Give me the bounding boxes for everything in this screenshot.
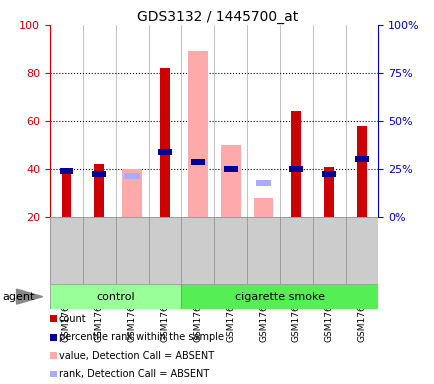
Text: agent: agent bbox=[2, 291, 34, 302]
Bar bbox=[323, 167, 333, 217]
Text: rank, Detection Call = ABSENT: rank, Detection Call = ABSENT bbox=[59, 369, 208, 379]
Bar bbox=[50, 284, 181, 309]
Bar bbox=[253, 198, 273, 217]
Bar bbox=[289, 166, 302, 172]
Text: value, Detection Call = ABSENT: value, Detection Call = ABSENT bbox=[59, 351, 213, 361]
Bar bbox=[322, 171, 335, 177]
Bar bbox=[354, 156, 368, 162]
Bar bbox=[61, 169, 71, 217]
Bar bbox=[181, 284, 378, 309]
Bar bbox=[59, 168, 73, 174]
Text: cigarette smoke: cigarette smoke bbox=[234, 291, 324, 302]
Text: control: control bbox=[96, 291, 135, 302]
Bar bbox=[122, 169, 141, 217]
Polygon shape bbox=[16, 289, 43, 304]
Bar bbox=[223, 166, 237, 172]
Bar bbox=[191, 159, 204, 165]
Bar bbox=[160, 68, 170, 217]
Bar bbox=[124, 173, 140, 179]
Bar bbox=[255, 180, 271, 186]
Bar bbox=[158, 149, 171, 155]
Bar bbox=[220, 145, 240, 217]
Bar bbox=[94, 164, 104, 217]
Text: percentile rank within the sample: percentile rank within the sample bbox=[59, 332, 223, 342]
Bar bbox=[187, 51, 207, 217]
Bar bbox=[291, 111, 301, 217]
Text: count: count bbox=[59, 314, 86, 324]
Text: GDS3132 / 1445700_at: GDS3132 / 1445700_at bbox=[137, 10, 297, 23]
Bar bbox=[356, 126, 366, 217]
Bar bbox=[92, 171, 106, 177]
